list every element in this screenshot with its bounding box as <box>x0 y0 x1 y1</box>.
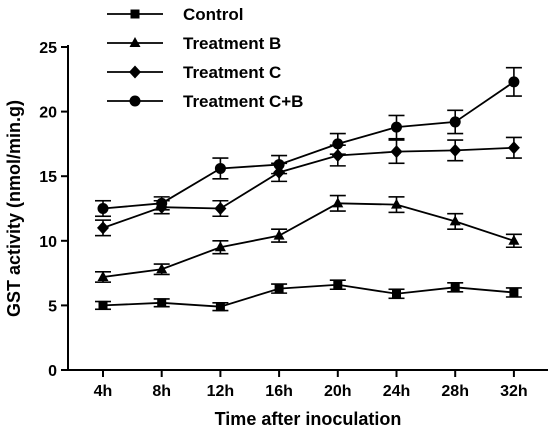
data-point <box>97 270 109 281</box>
data-point <box>449 116 461 128</box>
x-tick-label: 28h <box>441 383 469 400</box>
series-treatment-c-b <box>95 66 522 218</box>
series-line <box>102 283 514 308</box>
data-point <box>98 300 108 310</box>
data-point <box>507 141 520 155</box>
axes: 0 5 10 15 20 25 4h 8h 12h 16h 20h 24h 28h 32h <box>39 40 548 400</box>
data-point <box>449 143 462 157</box>
x-tick-label: 20h <box>324 383 352 400</box>
data-point <box>508 76 520 88</box>
data-point <box>391 121 402 133</box>
data-point <box>273 159 285 171</box>
series-line <box>102 202 515 278</box>
data-point <box>156 263 168 274</box>
legend-marker <box>129 95 141 107</box>
data-point <box>214 202 227 215</box>
data-point <box>392 289 401 299</box>
data-point <box>215 302 225 312</box>
legend-label: Treatment B <box>183 34 281 53</box>
data-point <box>273 229 285 240</box>
data-point <box>274 284 284 294</box>
legend-item: Treatment C <box>107 63 281 82</box>
data-point <box>390 145 403 159</box>
data-point <box>332 197 344 208</box>
legend-item: Control <box>107 5 243 24</box>
data-point <box>97 221 109 235</box>
x-axis-title: Time after inoculation <box>215 409 402 429</box>
y-tick-label: 25 <box>39 40 57 57</box>
x-tick-label: 8h <box>152 383 171 400</box>
legend-label: Treatment C+B <box>183 92 303 111</box>
legend: Control Treatment B Treatment C Treatment C… <box>107 5 303 111</box>
x-tick-label: 4h <box>94 383 113 400</box>
y-tick-label: 20 <box>39 105 57 122</box>
data-point <box>156 197 168 209</box>
legend-label: Control <box>183 5 243 24</box>
legend-item: Treatment B <box>107 34 281 53</box>
y-tick-label: 5 <box>48 298 57 315</box>
data-point <box>509 287 519 297</box>
x-tick-label: 16h <box>265 383 293 400</box>
y-tick-label: 15 <box>39 169 57 186</box>
data-point <box>391 198 402 209</box>
x-tick-label: 32h <box>500 383 528 400</box>
legend-item: Treatment C+B <box>107 92 303 111</box>
data-point <box>157 298 167 308</box>
series-control <box>95 279 522 312</box>
x-tick-label: 24h <box>383 383 411 400</box>
data-point <box>97 203 109 214</box>
legend-marker <box>130 9 140 19</box>
data-point <box>508 234 520 245</box>
series-line <box>102 146 514 229</box>
data-point <box>331 149 344 163</box>
data-point <box>214 241 226 252</box>
data-point <box>449 215 461 226</box>
data-point <box>214 162 226 174</box>
data-point <box>332 138 344 150</box>
legend-marker <box>129 65 141 79</box>
y-tick-label: 10 <box>39 234 57 251</box>
series-treatment-b <box>95 194 522 283</box>
series-line <box>102 81 515 210</box>
legend-marker <box>129 37 141 47</box>
y-axis-title: GST activity (nmol/min.g) <box>4 100 24 317</box>
data-point <box>333 280 343 290</box>
plot-series <box>95 66 522 312</box>
legend-label: Treatment C <box>183 63 281 82</box>
y-tick-label: 0 <box>48 363 57 380</box>
x-tick-label: 12h <box>207 383 235 400</box>
data-point <box>450 282 460 292</box>
